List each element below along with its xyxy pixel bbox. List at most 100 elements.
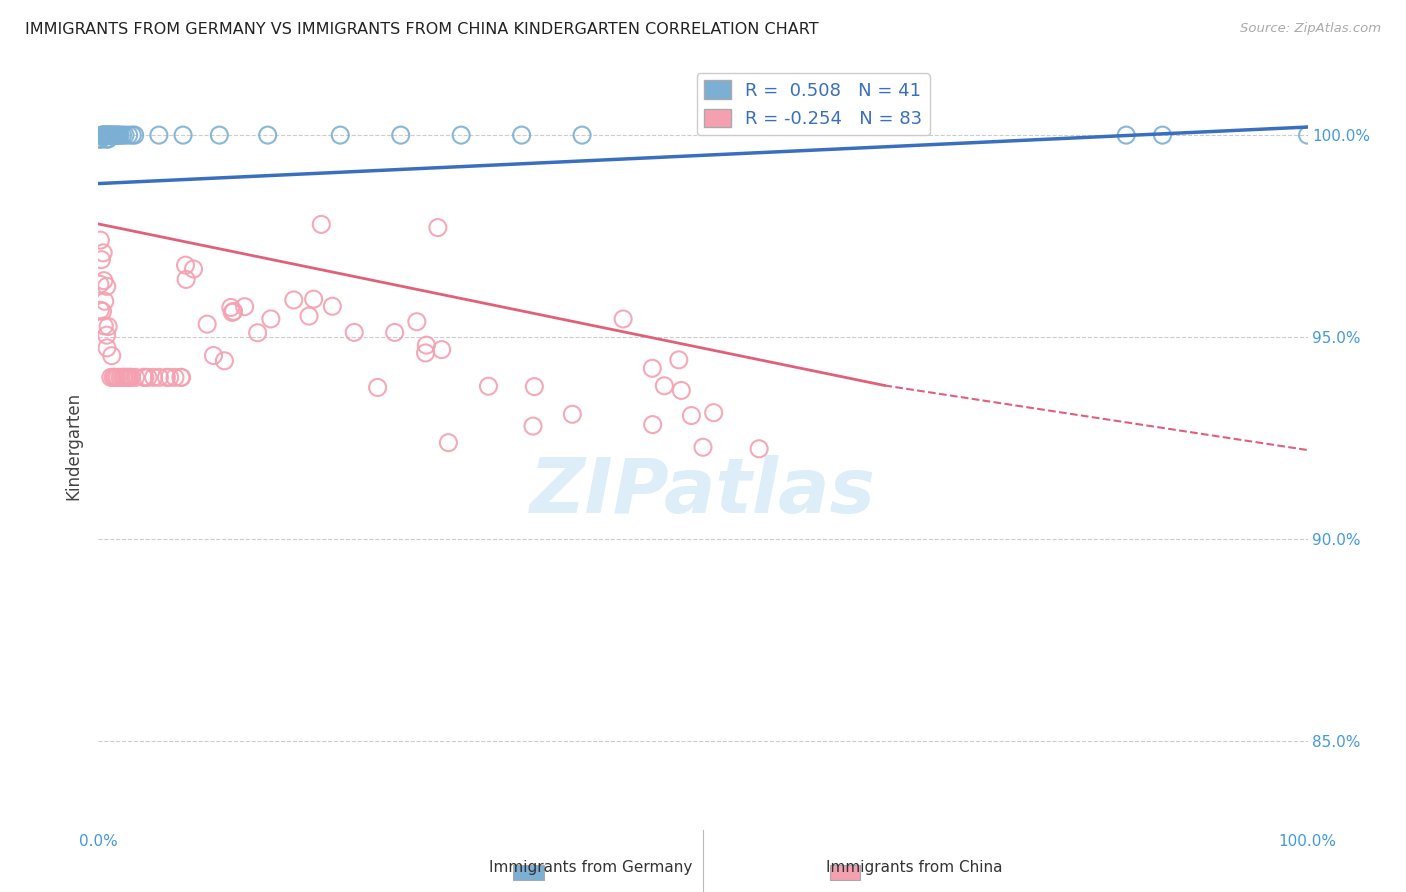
- Point: [222, 304, 245, 318]
- Point: [98, 128, 121, 142]
- Point: [246, 326, 269, 340]
- Point: [170, 370, 193, 384]
- Point: [202, 349, 225, 363]
- Point: [612, 312, 634, 326]
- Point: [103, 128, 125, 142]
- Point: [681, 409, 703, 423]
- Point: [96, 328, 118, 343]
- Point: [100, 370, 122, 384]
- Point: [426, 220, 449, 235]
- Point: [522, 419, 544, 434]
- Point: [298, 309, 321, 323]
- Point: [115, 370, 138, 384]
- Point: [117, 370, 139, 384]
- Point: [101, 370, 124, 384]
- Point: [302, 292, 325, 306]
- Point: [96, 128, 118, 142]
- Point: [172, 128, 194, 142]
- Point: [110, 370, 132, 384]
- Point: [450, 128, 472, 142]
- Point: [100, 128, 122, 142]
- Point: [367, 380, 389, 394]
- Point: [477, 379, 499, 393]
- Point: [112, 370, 135, 384]
- Point: [1152, 128, 1174, 142]
- Point: [96, 279, 118, 293]
- Point: [415, 346, 437, 360]
- Point: [91, 128, 114, 142]
- Point: [136, 370, 159, 384]
- Point: [283, 293, 305, 307]
- Point: [120, 370, 142, 384]
- Point: [671, 384, 693, 398]
- Point: [124, 370, 146, 384]
- Point: [91, 245, 114, 260]
- Point: [111, 128, 134, 142]
- Point: [343, 326, 366, 340]
- Point: [89, 132, 111, 146]
- Point: [405, 315, 427, 329]
- Point: [97, 132, 120, 146]
- Point: [120, 370, 142, 384]
- Point: [170, 370, 193, 384]
- Point: [93, 128, 115, 142]
- Point: [100, 128, 122, 142]
- Point: [108, 128, 131, 142]
- Text: ZIPatlas: ZIPatlas: [530, 455, 876, 529]
- Point: [97, 319, 120, 334]
- Point: [233, 300, 256, 314]
- Point: [219, 301, 242, 315]
- Point: [195, 317, 218, 331]
- Point: [108, 128, 131, 142]
- Point: [311, 218, 333, 232]
- Point: [93, 318, 115, 333]
- Point: [389, 128, 412, 142]
- Point: [148, 370, 170, 384]
- Point: [221, 305, 243, 319]
- Point: [89, 277, 111, 292]
- Point: [105, 128, 128, 142]
- Point: [148, 128, 170, 142]
- Point: [96, 341, 118, 355]
- Point: [94, 132, 117, 146]
- Point: [703, 406, 725, 420]
- Point: [329, 128, 352, 142]
- Point: [100, 349, 122, 363]
- Point: [114, 128, 136, 142]
- Point: [159, 370, 181, 384]
- Point: [1115, 128, 1137, 142]
- Y-axis label: Kindergarten: Kindergarten: [65, 392, 83, 500]
- Point: [107, 128, 129, 142]
- Point: [510, 128, 533, 142]
- Point: [112, 370, 135, 384]
- Point: [321, 299, 343, 313]
- Text: Source: ZipAtlas.com: Source: ZipAtlas.com: [1240, 22, 1381, 36]
- Point: [124, 128, 146, 142]
- Point: [118, 370, 141, 384]
- Point: [108, 370, 131, 384]
- Point: [174, 258, 197, 272]
- Point: [132, 370, 155, 384]
- Point: [93, 294, 115, 309]
- Point: [90, 132, 112, 146]
- Point: [437, 435, 460, 450]
- Text: Immigrants from Germany: Immigrants from Germany: [489, 861, 692, 875]
- Point: [121, 128, 143, 142]
- Point: [415, 338, 437, 352]
- Point: [90, 252, 112, 267]
- Point: [183, 262, 205, 277]
- Point: [214, 353, 236, 368]
- Point: [91, 128, 114, 142]
- Point: [93, 274, 115, 288]
- Point: [748, 442, 770, 456]
- Point: [104, 128, 127, 142]
- Point: [1296, 128, 1319, 142]
- Point: [163, 370, 186, 384]
- Point: [107, 370, 129, 384]
- Point: [256, 128, 278, 142]
- Point: [103, 370, 125, 384]
- Point: [155, 370, 177, 384]
- Point: [105, 370, 128, 384]
- Legend: R =  0.508   N = 41, R = -0.254   N = 83: R = 0.508 N = 41, R = -0.254 N = 83: [696, 73, 929, 136]
- Point: [384, 326, 406, 340]
